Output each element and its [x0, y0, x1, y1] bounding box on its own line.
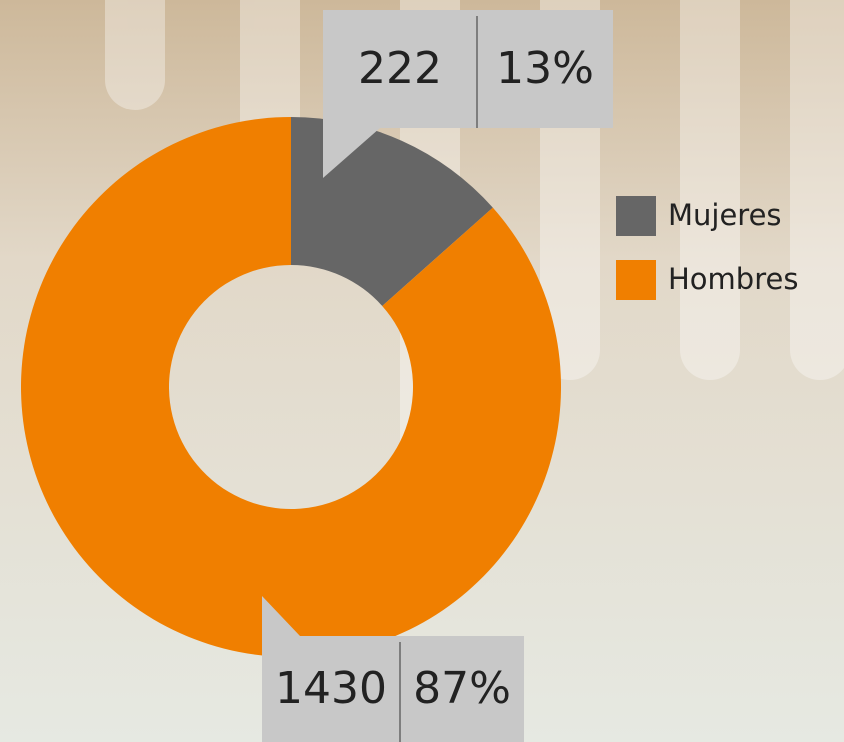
callout-pointer — [323, 128, 380, 178]
callout-box — [262, 636, 524, 742]
legend-label: Hombres — [668, 262, 798, 296]
share-label: 13% — [496, 43, 594, 94]
legend-swatch — [616, 260, 656, 300]
callout-box — [323, 10, 613, 128]
donut — [21, 117, 562, 657]
share-label: 87% — [413, 663, 511, 714]
legend: Mujeres Hombres — [616, 196, 798, 300]
donut-slice — [21, 117, 562, 657]
legend-swatch — [616, 196, 656, 236]
value-label: 222 — [358, 43, 442, 94]
legend-label: Mujeres — [668, 198, 782, 232]
value-label: 1430 — [275, 663, 387, 714]
callout-pointer — [262, 596, 300, 636]
donut-slice — [291, 117, 493, 306]
callouts: 222 13% 1430 87% — [262, 10, 613, 742]
